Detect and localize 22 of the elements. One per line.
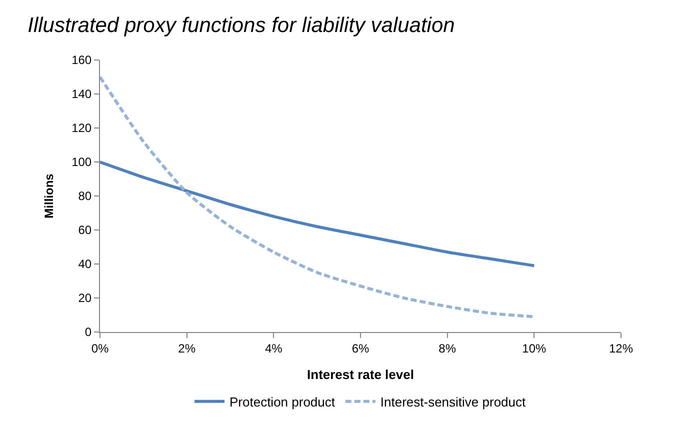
- y-tick-label: 40: [78, 257, 92, 272]
- y-tick-label: 20: [78, 291, 92, 306]
- y-tick-label: 60: [78, 223, 92, 238]
- y-tick-label: 0: [84, 325, 92, 340]
- y-axis-title: Millions: [42, 173, 56, 218]
- legend-label: Protection product: [230, 394, 336, 410]
- y-tick-label: 140: [72, 87, 92, 102]
- line-series: [100, 160, 536, 268]
- chart-title: Illustrated proxy functions for liability valuation: [28, 14, 455, 37]
- x-tick-label: 6%: [352, 341, 370, 356]
- y-tick-label: 160: [72, 53, 92, 68]
- x-axis-title: Interest rate level: [307, 367, 414, 382]
- x-tick-label: 8%: [438, 341, 456, 356]
- x-tick-label: 10%: [522, 341, 546, 356]
- x-tick-label: 12%: [608, 341, 634, 356]
- x-tick-label: 0%: [91, 341, 109, 356]
- x-tick-label: 4%: [265, 341, 283, 356]
- x-tick-label: 2%: [178, 341, 196, 356]
- y-tick-label: 80: [78, 189, 92, 204]
- legend-label: Interest-sensitive product: [380, 394, 526, 410]
- y-tick-label: 120: [72, 121, 92, 136]
- y-tick-label: 100: [72, 155, 92, 170]
